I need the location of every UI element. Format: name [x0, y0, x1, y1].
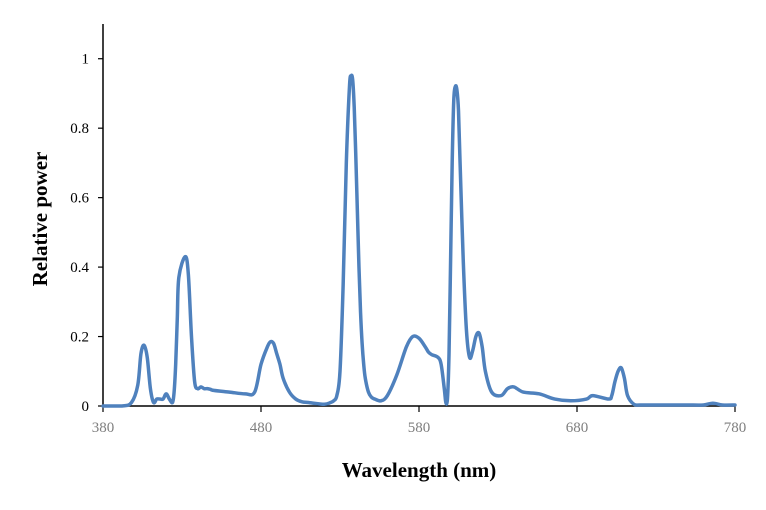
x-axis-title: Wavelength (nm): [342, 458, 497, 482]
series-layer: [101, 73, 737, 408]
axes: [102, 24, 735, 407]
y-tick-label: 0: [82, 399, 90, 415]
y-tick-label: 0.6: [70, 191, 89, 207]
y-axis-title: Relative power: [28, 152, 52, 287]
x-tick-label: 580: [408, 420, 431, 436]
y-tick-label: 0.2: [70, 330, 89, 346]
y-tick-label: 1: [82, 52, 90, 68]
x-tick-label: 380: [92, 420, 115, 436]
y-tick-label: 0.8: [70, 121, 89, 137]
tick-labels: 0 0.2 0.4 0.6 0.8 1 380 480 580 680 780: [70, 52, 746, 436]
x-tick-label: 780: [724, 420, 747, 436]
tick-marks: [98, 58, 736, 412]
x-tick-label: 480: [250, 420, 273, 436]
y-tick-label: 0.4: [70, 260, 89, 276]
x-tick-label: 680: [566, 420, 589, 436]
series-line-1: [101, 73, 737, 408]
